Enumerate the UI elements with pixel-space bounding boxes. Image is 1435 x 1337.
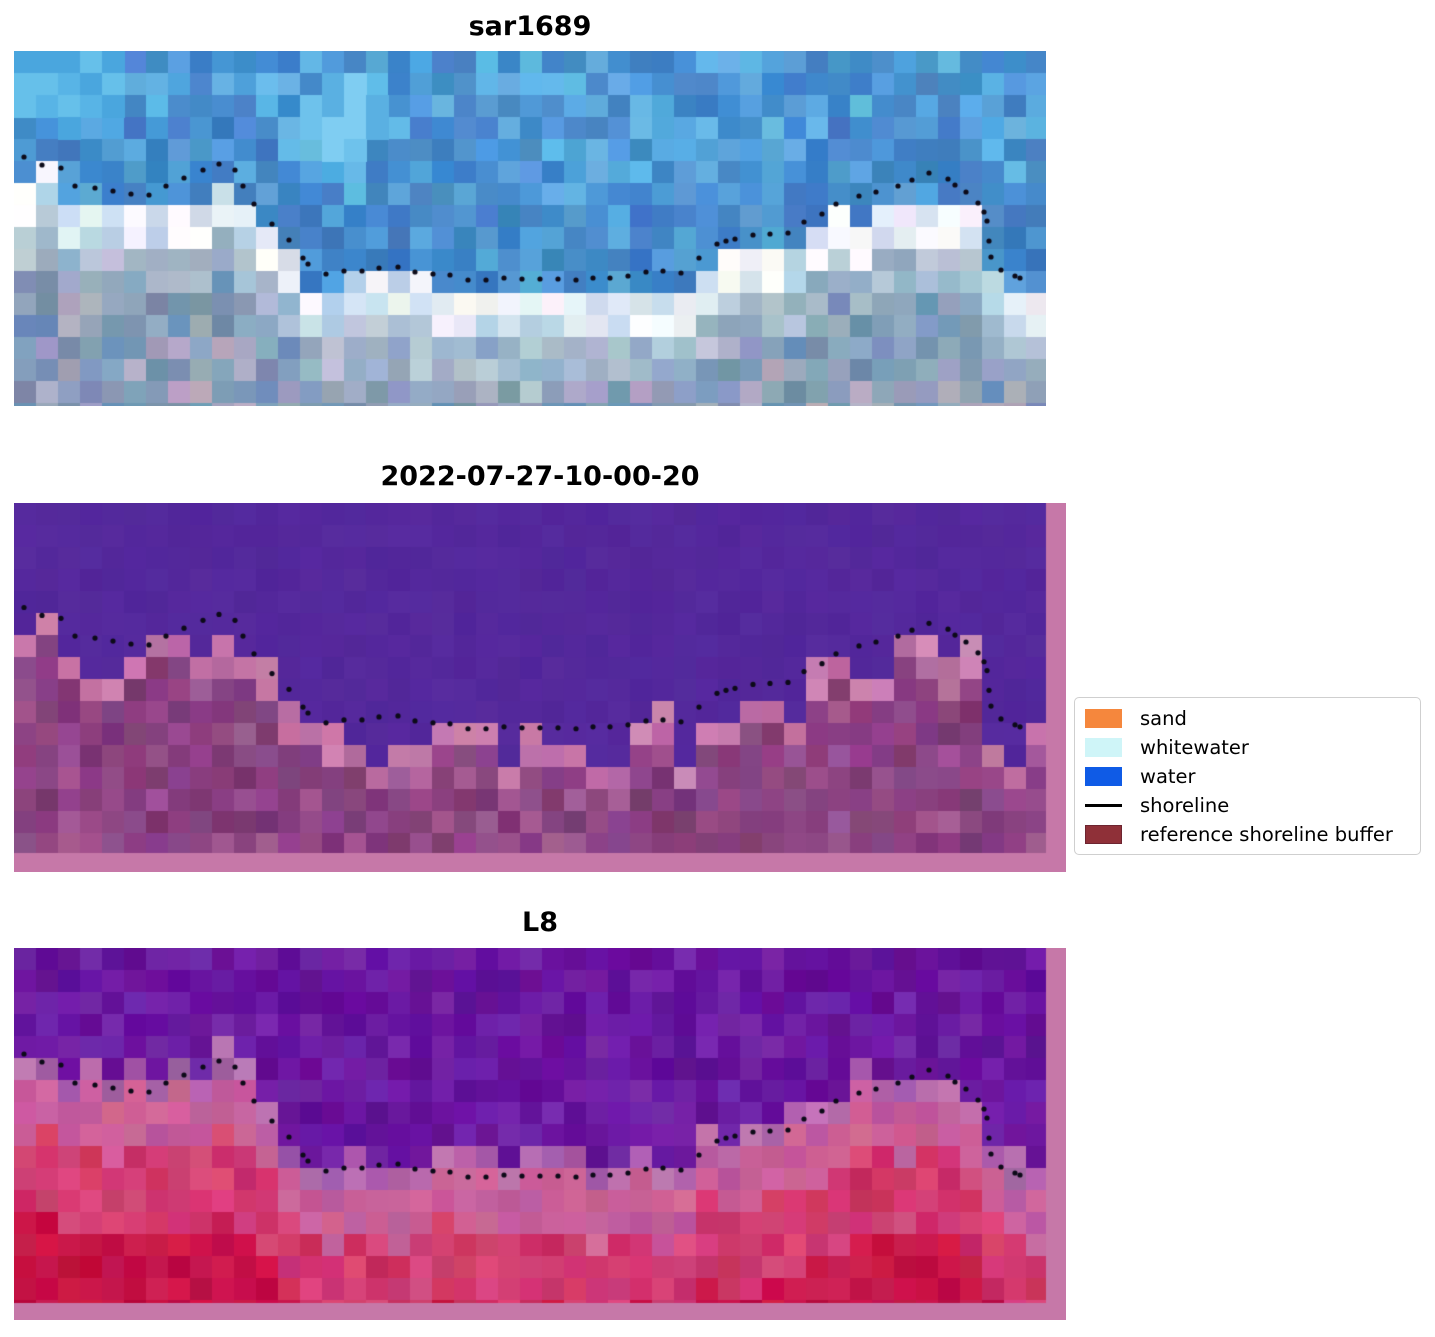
sar1689-image: [14, 51, 1046, 406]
classified-image: [14, 503, 1066, 872]
legend-label: water: [1140, 764, 1196, 788]
legend-label: reference shoreline buffer: [1140, 822, 1393, 846]
legend-label: whitewater: [1140, 735, 1249, 759]
whitewater-swatch: [1085, 737, 1122, 757]
shoreline-line-swatch: [1085, 803, 1122, 807]
legend-item-reference-buffer: reference shoreline buffer: [1085, 821, 1410, 847]
legend-item-water: water: [1085, 763, 1410, 789]
reference-buffer-swatch: [1085, 824, 1122, 844]
legend-item-sand: sand: [1085, 705, 1410, 731]
panel-title-l8: L8: [522, 907, 558, 938]
water-swatch: [1085, 766, 1122, 786]
l8-image: [14, 948, 1066, 1320]
legend: sand whitewater water shoreline referenc…: [1074, 697, 1421, 855]
legend-item-shoreline: shoreline: [1085, 792, 1410, 818]
legend-label: sand: [1140, 706, 1187, 730]
legend-item-whitewater: whitewater: [1085, 734, 1410, 760]
panel-title-sar1689: sar1689: [468, 11, 592, 42]
legend-label: shoreline: [1140, 793, 1230, 817]
panel-title-date: 2022-07-27-10-00-20: [380, 461, 700, 492]
sand-swatch: [1085, 708, 1122, 728]
